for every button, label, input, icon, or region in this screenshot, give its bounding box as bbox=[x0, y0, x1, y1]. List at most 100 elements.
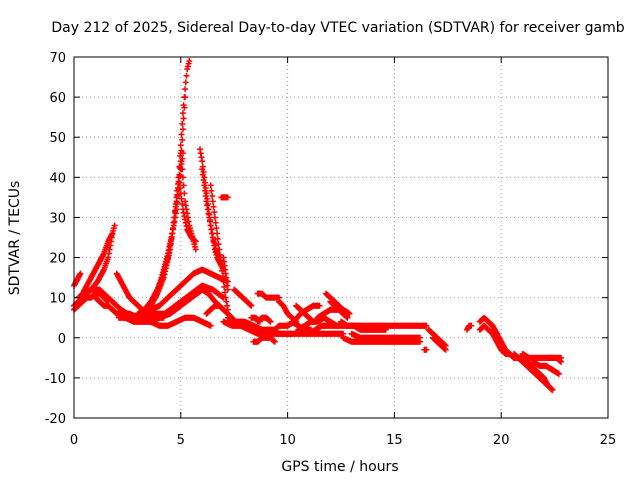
data-point bbox=[210, 203, 217, 210]
data-point bbox=[423, 322, 430, 329]
data-point bbox=[181, 94, 188, 101]
plot-frame bbox=[73, 56, 609, 419]
data-point bbox=[179, 126, 186, 133]
series-arc-03 bbox=[71, 270, 84, 289]
series-arc-20 bbox=[207, 182, 231, 313]
x-axis-label: GPS time / hours bbox=[281, 459, 398, 475]
y-axis-label: SDTVAR / TECUs bbox=[7, 181, 23, 296]
data-point bbox=[346, 310, 353, 317]
data-point bbox=[177, 150, 184, 157]
data-point bbox=[77, 270, 84, 277]
data-point bbox=[177, 142, 184, 149]
data-point bbox=[173, 206, 180, 213]
data-point bbox=[207, 182, 214, 189]
series-arc-46 bbox=[421, 346, 430, 353]
data-point bbox=[208, 187, 215, 194]
data-point bbox=[186, 58, 193, 65]
series-arc-23 bbox=[203, 302, 231, 317]
series-arc-51 bbox=[476, 322, 518, 361]
data-point bbox=[178, 131, 185, 138]
data-point bbox=[183, 72, 190, 79]
y-tick-label: 30 bbox=[49, 211, 66, 226]
data-point bbox=[216, 246, 223, 253]
data-point bbox=[202, 193, 209, 200]
data-point bbox=[179, 136, 186, 143]
data-point bbox=[423, 346, 430, 353]
series-arc-28 bbox=[250, 334, 278, 345]
data-point bbox=[201, 182, 208, 189]
data-point bbox=[182, 79, 189, 86]
data-point bbox=[216, 251, 223, 258]
y-tick-label: 60 bbox=[49, 91, 66, 106]
data-point bbox=[271, 338, 278, 345]
grid bbox=[74, 57, 608, 418]
x-tick-label: 0 bbox=[70, 433, 78, 448]
x-tick-label: 15 bbox=[386, 433, 403, 448]
series-arc-41 bbox=[327, 298, 351, 321]
series-arc-56 bbox=[545, 354, 565, 365]
data-point bbox=[174, 199, 181, 206]
y-tick-label: 0 bbox=[58, 332, 66, 347]
data-point bbox=[417, 334, 424, 341]
data-point bbox=[316, 302, 323, 309]
data-point bbox=[207, 322, 214, 329]
data-point bbox=[209, 193, 216, 200]
data-point bbox=[221, 283, 228, 290]
series-arc-21 bbox=[218, 194, 231, 201]
data-point bbox=[175, 174, 182, 181]
data-point bbox=[179, 110, 186, 117]
series-arc-14 bbox=[175, 174, 199, 245]
y-tick-label: 20 bbox=[49, 252, 66, 267]
data-point bbox=[224, 286, 231, 293]
series-arc-55 bbox=[530, 358, 562, 377]
series-arc-48 bbox=[429, 334, 449, 353]
y-tick-label: 10 bbox=[49, 292, 66, 307]
y-tick-label: 50 bbox=[49, 131, 66, 146]
data-point bbox=[558, 358, 565, 365]
data-point bbox=[555, 370, 562, 377]
data-point bbox=[177, 185, 184, 192]
data-point bbox=[111, 222, 118, 229]
data-point bbox=[202, 187, 209, 194]
data-point bbox=[442, 346, 449, 353]
series-arc-18 bbox=[197, 146, 227, 273]
data-point bbox=[199, 166, 206, 173]
data-point bbox=[248, 302, 255, 309]
x-tick-label: 5 bbox=[177, 433, 185, 448]
series-arc-05 bbox=[79, 230, 116, 297]
series-arc-45 bbox=[348, 330, 424, 341]
axis-ticks: 0 5 10 15 20 25 -20 -10 0 10 20 30 40 50 60 70 bbox=[45, 51, 617, 448]
chart-title: Day 212 of 2025, Sidereal Day-to-day VTE… bbox=[51, 20, 624, 36]
data-point bbox=[179, 120, 186, 127]
data-point bbox=[549, 386, 556, 393]
series-arc-30 bbox=[254, 290, 283, 301]
data-point bbox=[182, 86, 189, 93]
data-point bbox=[179, 201, 186, 208]
data-point bbox=[199, 171, 206, 178]
data-point bbox=[192, 246, 199, 253]
data-markers bbox=[71, 58, 565, 393]
y-tick-label: 40 bbox=[49, 171, 66, 186]
x-tick-label: 25 bbox=[600, 433, 617, 448]
data-point bbox=[344, 314, 351, 321]
data-point bbox=[200, 177, 207, 184]
data-point bbox=[178, 158, 185, 165]
series-arc-02 bbox=[71, 290, 112, 313]
data-point bbox=[177, 190, 184, 197]
data-point bbox=[211, 209, 218, 216]
data-point bbox=[179, 166, 186, 173]
x-tick-label: 10 bbox=[279, 433, 296, 448]
series-arc-22 bbox=[220, 254, 231, 293]
data-point bbox=[267, 318, 274, 325]
y-tick-label: -10 bbox=[45, 372, 66, 387]
data-point bbox=[180, 115, 187, 122]
data-point bbox=[224, 194, 231, 201]
data-point bbox=[209, 198, 216, 205]
data-point bbox=[214, 235, 221, 242]
data-point bbox=[215, 241, 222, 248]
data-point bbox=[109, 230, 116, 237]
data-point bbox=[192, 238, 199, 245]
x-tick-label: 20 bbox=[493, 433, 510, 448]
data-point bbox=[180, 182, 187, 189]
